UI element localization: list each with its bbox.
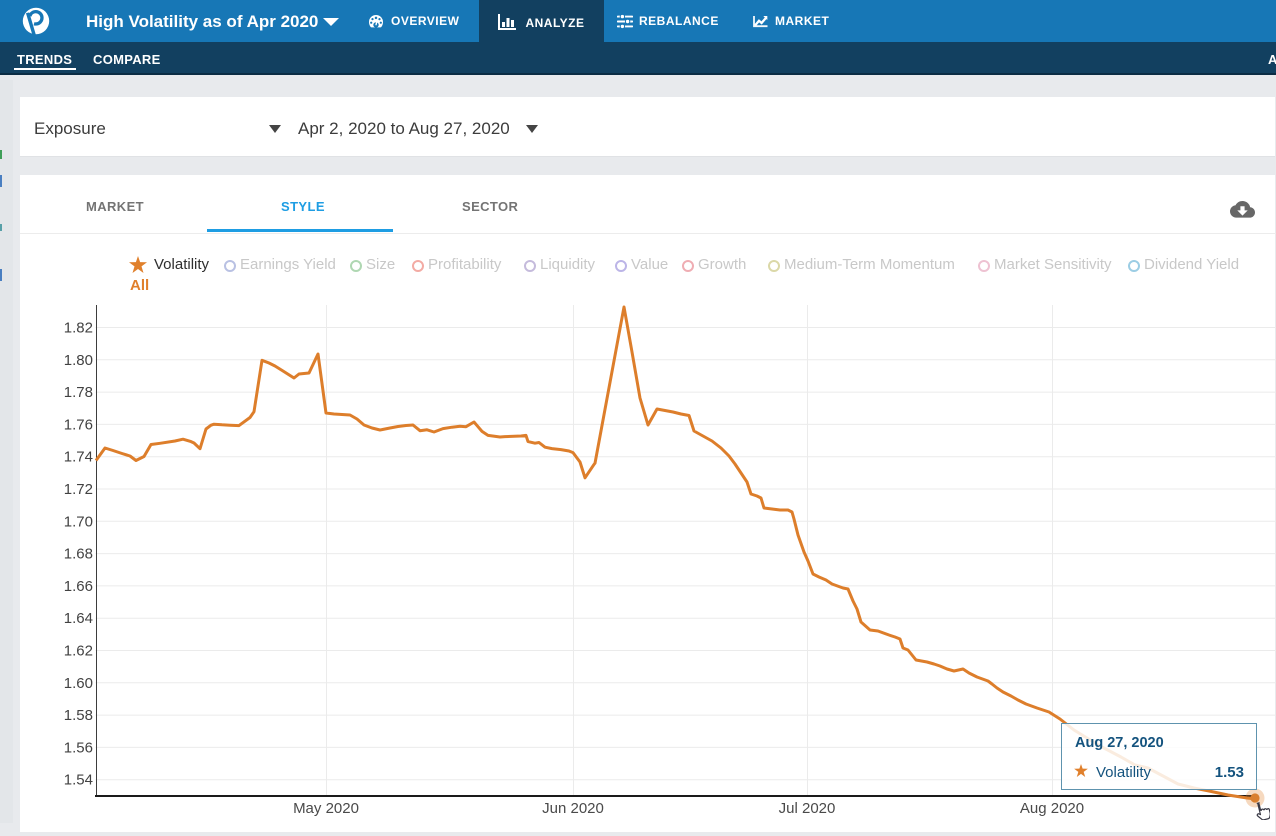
- svg-text:1.56: 1.56: [64, 739, 93, 756]
- svg-text:1.78: 1.78: [64, 384, 93, 401]
- svg-text:1.66: 1.66: [64, 578, 93, 595]
- svg-text:1.60: 1.60: [64, 675, 93, 692]
- svg-text:1.54: 1.54: [64, 772, 93, 789]
- svg-text:1.64: 1.64: [64, 610, 93, 627]
- svg-text:1.72: 1.72: [64, 481, 93, 498]
- svg-text:1.76: 1.76: [64, 416, 93, 433]
- svg-text:1.62: 1.62: [64, 643, 93, 660]
- svg-text:1.70: 1.70: [64, 513, 93, 530]
- svg-text:Jul 2020: Jul 2020: [779, 800, 836, 817]
- svg-text:May 2020: May 2020: [293, 800, 359, 817]
- svg-text:Aug 2020: Aug 2020: [1020, 800, 1084, 817]
- svg-text:1.82: 1.82: [64, 320, 93, 337]
- svg-text:Jun 2020: Jun 2020: [542, 800, 604, 817]
- svg-text:1.74: 1.74: [64, 449, 93, 466]
- svg-text:1.58: 1.58: [64, 707, 93, 724]
- svg-text:1.80: 1.80: [64, 352, 93, 369]
- svg-text:1.68: 1.68: [64, 546, 93, 563]
